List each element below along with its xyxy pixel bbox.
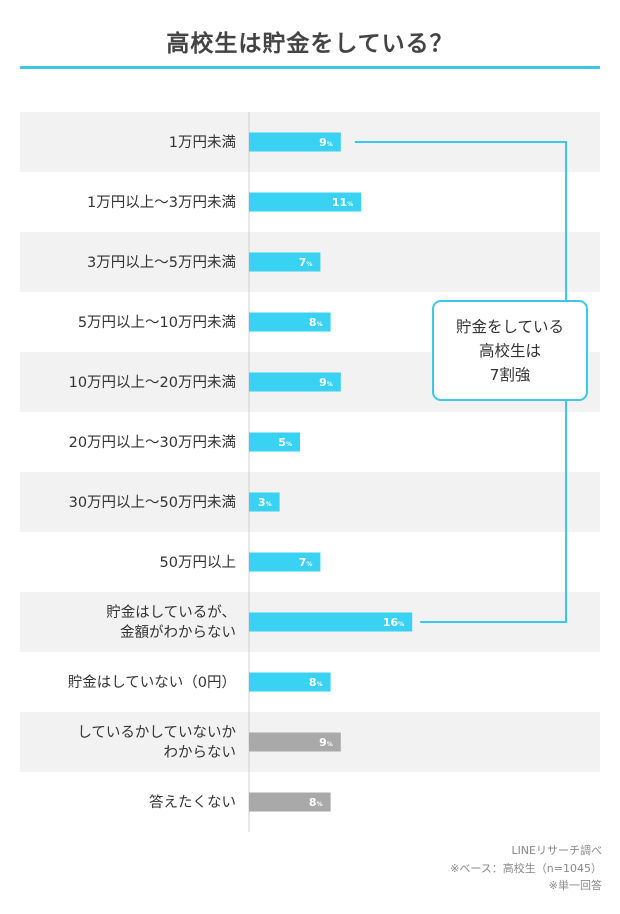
category-label: 貯金はしているが、 [106,604,236,621]
footnotes: LINEリサーチ調べ ※ベース：高校生（n=1045） ※単一回答 [450,842,602,895]
category-label: しているかしていないか [77,724,236,741]
bar [249,792,331,812]
category-label: 10万円以上〜20万円未満 [69,374,236,391]
category-label: わからない [164,744,237,761]
value-label: 8% [309,796,323,809]
value-label: 9% [319,376,333,389]
footnote-base: ※ベース：高校生（n=1045） [450,861,602,875]
category-label: 金額がわからない [120,624,236,641]
value-label: 7% [299,556,313,569]
chart-title: 高校生は貯金をしている？ [166,31,454,57]
value-label: 8% [309,316,323,329]
value-label: 16% [383,616,404,629]
callout-line-2: 高校生は [478,342,541,360]
value-label: 9% [319,136,333,149]
bar [249,432,300,452]
bar [249,672,331,692]
value-label: 3% [258,496,272,509]
row-band [20,472,600,532]
callout-line-3: 7割強 [489,366,531,384]
bar [249,312,331,332]
bar [249,252,321,272]
category-label: 貯金はしていない（0円） [68,674,236,691]
category-label: 3万円以上〜5万円未満 [87,254,236,271]
bar [249,372,341,392]
value-label: 8% [309,676,323,689]
category-label: 5万円以上〜10万円未満 [78,314,236,331]
callout-box: 貯金をしている 高校生は 7割強 [432,300,588,401]
bar [249,552,321,572]
title-underline [20,66,600,69]
value-label: 9% [319,736,333,749]
category-label: 1万円以上〜3万円未満 [87,194,236,211]
bar [249,732,341,752]
bar [249,192,362,212]
category-label: 1万円未満 [169,134,236,151]
callout-line-1: 貯金をしている [455,318,565,336]
value-label: 5% [278,436,292,449]
footnote-source: LINEリサーチ調べ [511,844,602,857]
bar [249,612,413,632]
value-label: 7% [299,256,313,269]
bar [249,492,280,512]
value-label: 11% [332,196,353,209]
footnote-answer: ※単一回答 [548,879,602,892]
category-label: 答えたくない [149,794,236,811]
category-label: 30万円以上〜50万円未満 [69,494,236,511]
category-label: 20万円以上〜30万円未満 [69,434,236,451]
bar [249,132,341,152]
category-label: 50万円以上 [160,554,236,571]
